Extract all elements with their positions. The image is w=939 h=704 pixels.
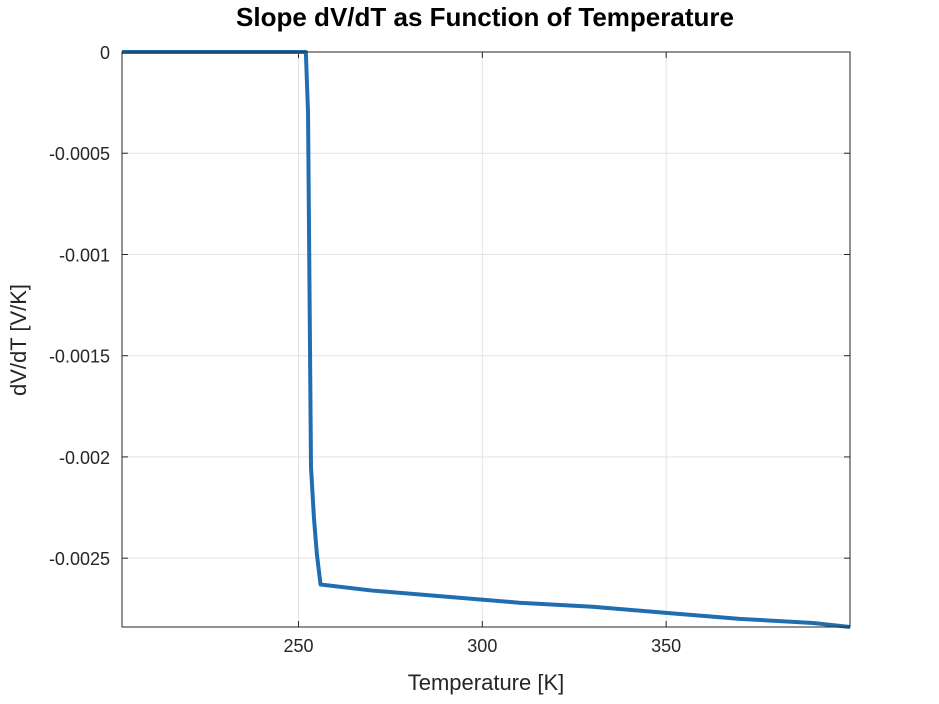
y-tick-label: 0 [100,43,110,63]
series-group [122,50,851,629]
y-axis-label: dV/dT [V/K] [6,284,31,396]
x-axis-label: Temperature [K] [408,670,565,695]
axis-ticks [122,51,850,627]
y-tick-label: -0.002 [59,448,110,468]
chart-title: Slope dV/dT as Function of Temperature [236,2,734,32]
y-tick-label: -0.0015 [49,347,110,367]
y-tick-label: -0.0005 [49,144,110,164]
plot-frame [121,51,851,628]
x-tick-label: 250 [283,636,313,656]
x-tick-label: 300 [467,636,497,656]
x-tick-label: 350 [651,636,681,656]
y-tick-label: -0.0025 [49,549,110,569]
y-tick-label: -0.001 [59,245,110,265]
tick-labels: 250 300 350 0 -0.0005 -0.001 -0.0015 -0.002 -0.0… [49,43,681,656]
series-line-1 [122,50,851,629]
